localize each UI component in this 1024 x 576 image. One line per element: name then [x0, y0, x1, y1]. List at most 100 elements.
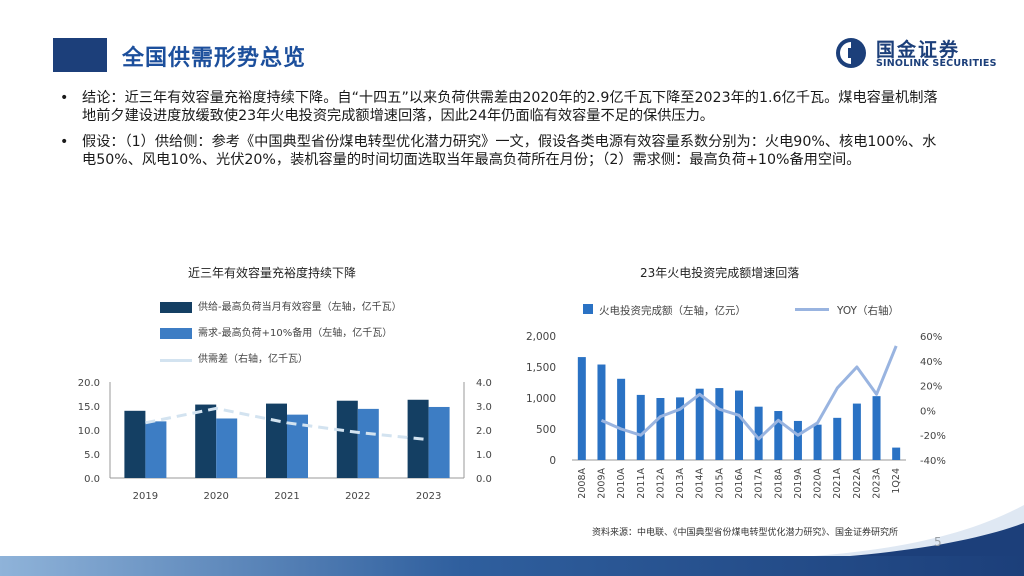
- legend-label-yoy: YOY（右轴）: [837, 305, 899, 317]
- right-chart-investment-bar: [656, 398, 665, 460]
- right-chart-investment-bar: [872, 396, 881, 460]
- right-chart-y2-tick: -20%: [920, 431, 946, 442]
- right-chart-investment-bar: [617, 378, 626, 460]
- right-chart-x-tick: 2013A: [675, 468, 686, 499]
- right-chart-investment-bar: [852, 403, 861, 460]
- left-chart-y2-tick: 0.0: [476, 474, 492, 485]
- bullet-marker: •: [60, 90, 69, 106]
- footer-bar: [0, 556, 1024, 576]
- right-chart-x-tick: 2020A: [813, 468, 824, 499]
- left-chart-supply-bar: [266, 403, 287, 478]
- left-chart-legend: 供给-最高负荷当月有效容量（左轴，亿千瓦） 需求-最高负荷+10%备用（左轴，亿…: [160, 302, 402, 380]
- right-chart-x-tick: 2023A: [872, 468, 883, 499]
- left-chart-y2-tick: 3.0: [476, 402, 492, 413]
- legend-item-yoy: YOY（右轴）: [795, 303, 899, 318]
- legend-label-investment: 火电投资完成额（左轴，亿元）: [599, 305, 746, 317]
- bullet-list: • 结论：近三年有效容量充裕度持续下降。自“十四五”以来负荷供需差由2020年的…: [58, 90, 948, 178]
- left-chart-title: 近三年有效容量充裕度持续下降: [188, 266, 357, 280]
- left-chart-demand-bar: [357, 408, 379, 478]
- legend-item-gap: 供需差（右轴，亿千瓦）: [160, 354, 402, 380]
- bullet-marker: •: [60, 134, 69, 150]
- left-chart-demand-bar: [428, 406, 450, 478]
- left-chart-supply-bar: [195, 404, 217, 478]
- right-chart-x-tick: 2015A: [714, 468, 725, 499]
- left-chart-x-tick: 2022: [345, 491, 370, 502]
- right-chart-x-tick: 2012A: [655, 468, 666, 499]
- right-chart-investment-bar: [754, 406, 763, 460]
- right-chart-x-tick: 2017A: [754, 468, 765, 499]
- left-chart-gap-line: [145, 406, 429, 442]
- right-chart-x-tick: 2016A: [734, 468, 745, 499]
- right-chart-y-tick: 500: [536, 424, 556, 436]
- left-chart-supply-bar: [336, 400, 358, 478]
- right-chart-y2-tick: 20%: [920, 382, 942, 393]
- left-chart-y2-tick: 1.0: [476, 450, 492, 461]
- left-chart-demand-bar: [145, 421, 167, 478]
- legend-item-demand: 需求-最高负荷+10%备用（左轴，亿千瓦）: [160, 328, 402, 354]
- right-chart-x-tick: 1Q24: [891, 468, 902, 494]
- right-chart-y2-tick: 40%: [920, 357, 942, 368]
- right-chart-y-tick: 2,000: [526, 331, 556, 343]
- right-chart-x-tick: 2011A: [636, 468, 647, 499]
- legend-swatch-yoy: [795, 308, 829, 311]
- bullet-assumption: • 假设：（1）供给侧：参考《中国典型省份煤电转型优化潜力研究》一文，假设各类电…: [58, 134, 948, 169]
- title-accent-bar: [53, 38, 107, 72]
- legend-swatch-demand: [160, 328, 192, 339]
- page-number: 5: [934, 535, 942, 549]
- right-chart-investment-bar: [676, 397, 685, 460]
- legend-swatch-supply: [160, 302, 192, 313]
- right-chart-investment-bar: [892, 447, 901, 460]
- right-chart-y2-tick: 0%: [920, 406, 936, 417]
- left-chart-demand-bar: [287, 414, 308, 478]
- right-chart-x-tick: 2008A: [577, 468, 588, 499]
- left-chart-y2-tick: 2.0: [476, 426, 492, 437]
- right-chart-x-tick: 2014A: [695, 468, 706, 499]
- right-chart-y-tick: 1,000: [526, 393, 556, 405]
- page-title: 全国供需形势总览: [122, 46, 307, 71]
- right-chart-y2-tick: 60%: [920, 332, 942, 343]
- right-chart-investment-bar: [636, 394, 645, 460]
- right-chart-investment-bar: [813, 424, 822, 460]
- right-chart-x-tick: 2022A: [852, 468, 863, 499]
- left-chart-y-tick: 10.0: [78, 426, 100, 437]
- left-chart-supply-bar: [124, 410, 146, 478]
- right-chart-investment-bar: [774, 411, 783, 460]
- logo-text-en: SINOLINK SECURITIES: [876, 58, 997, 69]
- legend-item-supply: 供给-最高负荷当月有效容量（左轴，亿千瓦）: [160, 302, 402, 328]
- right-chart-y2-tick: -40%: [920, 456, 946, 467]
- left-chart-y-tick: 0.0: [84, 474, 100, 485]
- right-chart-y-tick: 1,500: [526, 362, 556, 374]
- left-chart-y2-tick: 4.0: [476, 378, 492, 389]
- legend-label-demand: 需求-最高负荷+10%备用（左轴，亿千瓦）: [198, 328, 393, 339]
- logo-text-cn: 国金证券: [876, 39, 961, 61]
- left-chart-x-tick: 2023: [416, 491, 441, 502]
- company-logo: 国金证券 SINOLINK SECURITIES: [834, 34, 1004, 74]
- right-chart-investment-bar: [833, 417, 842, 460]
- bullet-text: 结论：近三年有效容量充裕度持续下降。自“十四五”以来负荷供需差由2020年的2.…: [82, 90, 938, 124]
- source-note: 资料来源：中电联、《中国典型省份煤电转型优化潜力研究》、国金证券研究所: [592, 528, 899, 538]
- right-chart-investment-bar: [597, 364, 606, 460]
- right-chart-x-tick: 2009A: [596, 468, 607, 499]
- bullet-text: 假设：（1）供给侧：参考《中国典型省份煤电转型优化潜力研究》一文，假设各类电源有…: [82, 134, 937, 168]
- legend-label-supply: 供给-最高负荷当月有效容量（左轴，亿千瓦）: [198, 302, 402, 313]
- left-chart-y-tick: 15.0: [78, 402, 100, 413]
- right-chart-investment-bar: [695, 388, 704, 460]
- right-chart-x-tick: 2018A: [773, 468, 784, 499]
- right-chart-x-tick: 2010A: [616, 468, 627, 499]
- bullet-conclusion: • 结论：近三年有效容量充裕度持续下降。自“十四五”以来负荷供需差由2020年的…: [58, 90, 948, 125]
- left-chart-y-tick: 5.0: [84, 450, 100, 461]
- right-chart-investment-bar: [793, 420, 802, 460]
- logo-mark-icon: [836, 38, 866, 68]
- right-chart-investment-bar: [577, 357, 586, 460]
- left-chart-x-tick: 2021: [274, 491, 299, 502]
- right-chart-x-tick: 2021A: [832, 468, 843, 499]
- right-chart-x-tick: 2019A: [793, 468, 804, 499]
- right-chart-investment-bar: [715, 388, 724, 460]
- right-chart-y-tick: 0: [549, 455, 556, 467]
- legend-swatch-investment: [583, 304, 593, 314]
- left-chart-demand-bar: [216, 418, 238, 478]
- legend-swatch-gap: [160, 359, 192, 362]
- footer-wave-decoration: [730, 505, 1024, 560]
